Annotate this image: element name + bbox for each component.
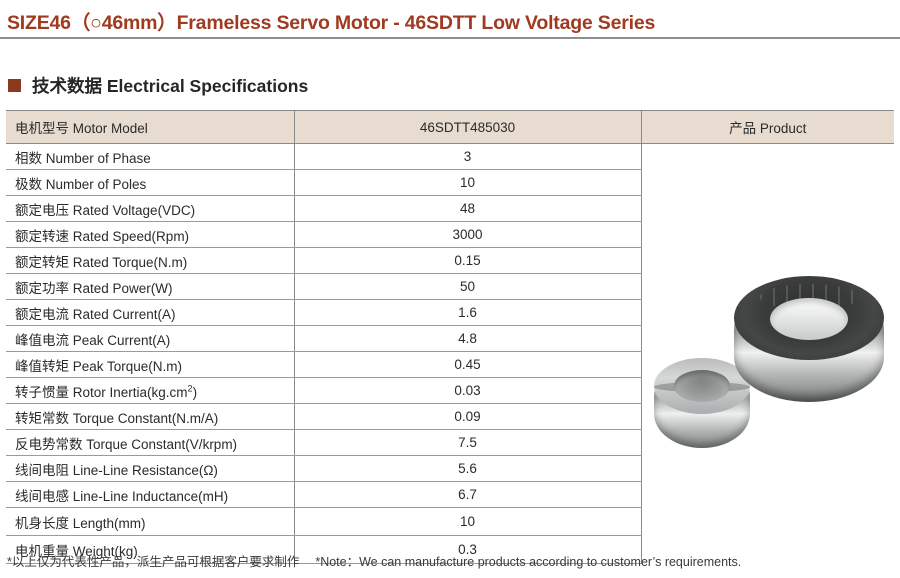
spec-label: 机身长度 Length(mm): [6, 507, 295, 536]
spec-value: 3000: [294, 221, 642, 248]
footnote-chinese: *以上仅为代表性产品，派生产品可根据客户要求制作: [7, 555, 300, 569]
spec-value: 5.6: [294, 455, 642, 482]
spec-label: 线间电感 Line-Line Inductance(mH): [6, 481, 295, 508]
spec-value: 1.6: [294, 299, 642, 326]
table-row: 电机重量 Weight(kg) 0.3: [6, 535, 894, 564]
header-motor-model: 电机型号 Motor Model: [6, 110, 295, 144]
title-divider: [0, 37, 900, 39]
spec-label: 额定转速 Rated Speed(Rpm): [6, 221, 295, 248]
table-row: 额定转矩 Rated Torque(N.m) 0.15: [6, 247, 894, 274]
footnote: *以上仅为代表性产品，派生产品可根据客户要求制作 *Note：We can ma…: [7, 551, 741, 570]
table-row: 峰值转矩 Peak Torque(N.m) 0.45: [6, 351, 894, 378]
spec-value: 0.45: [294, 351, 642, 378]
spec-label: 电机重量 Weight(kg): [6, 535, 295, 564]
table-row: 反电势常数 Torque Constant(V/krpm) 7.5: [6, 429, 894, 456]
table-row: 额定电流 Rated Current(A) 1.6: [6, 299, 894, 326]
stator-ring-bore: [769, 298, 848, 340]
spec-label: 极数 Number of Poles: [6, 169, 295, 196]
spec-label: 额定电压 Rated Voltage(VDC): [6, 195, 295, 222]
table-row: 机身长度 Length(mm) 10: [6, 507, 894, 536]
spec-value: 0.15: [294, 247, 642, 274]
table-row: 转子惯量 Rotor Inertia(kg.cm2) 0.03: [6, 377, 894, 404]
superscript-two: 2: [187, 383, 193, 393]
spec-value: 0.09: [294, 403, 642, 430]
spec-value: 0.03: [294, 377, 642, 404]
table-row: 极数 Number of Poles 10: [6, 169, 894, 196]
header-product: 产品 Product: [641, 110, 894, 144]
spec-value: 10: [294, 169, 642, 196]
spec-value: 4.8: [294, 325, 642, 352]
spec-label: 额定电流 Rated Current(A): [6, 299, 295, 326]
section-header: 技术数据 Electrical Specifications: [8, 73, 308, 98]
footnote-english: *Note：We can manufacture products accord…: [315, 555, 742, 569]
spec-value: 50: [294, 273, 642, 300]
rotor-ring-bore: [673, 370, 730, 402]
square-bullet-icon: [8, 79, 21, 92]
product-image-cell: [641, 144, 894, 564]
spec-label: 峰值转矩 Peak Torque(N.m): [6, 351, 295, 378]
spec-label: 转子惯量 Rotor Inertia(kg.cm2): [6, 377, 295, 404]
table-row: 峰值电流 Peak Current(A) 4.8: [6, 325, 894, 352]
spec-label: 转矩常数 Torque Constant(N.m/A): [6, 403, 295, 430]
table-row: 线间电感 Line-Line Inductance(mH) 6.7: [6, 481, 894, 508]
table-header-row: 电机型号 Motor Model 46SDTT485030 产品 Product: [6, 110, 894, 144]
spec-label: 额定转矩 Rated Torque(N.m): [6, 247, 295, 274]
table-row: 转矩常数 Torque Constant(N.m/A) 0.09: [6, 403, 894, 430]
section-title: 技术数据 Electrical Specifications: [32, 76, 309, 96]
spec-value: 6.7: [294, 481, 642, 508]
product-photo: [648, 266, 894, 498]
table-row: 线间电阻 Line-Line Resistance(Ω) 5.6: [6, 455, 894, 482]
page-title: SIZE46（○46mm）Frameless Servo Motor - 46S…: [7, 12, 656, 34]
spec-value: 0.3: [294, 535, 642, 564]
table-row: 额定功率 Rated Power(W) 50: [6, 273, 894, 300]
spec-value: 48: [294, 195, 642, 222]
spec-label: 相数 Number of Phase: [6, 143, 295, 170]
spec-label: 线间电阻 Line-Line Resistance(Ω): [6, 455, 295, 482]
header-model-number: 46SDTT485030: [294, 110, 642, 144]
spec-label: 反电势常数 Torque Constant(V/krpm): [6, 429, 295, 456]
table-row: 额定转速 Rated Speed(Rpm) 3000: [6, 221, 894, 248]
spec-value: 7.5: [294, 429, 642, 456]
spec-value: 3: [294, 143, 642, 170]
spec-label: 峰值电流 Peak Current(A): [6, 325, 295, 352]
electrical-specifications-table: 电机型号 Motor Model 46SDTT485030 产品 Product…: [6, 110, 894, 564]
table-row: 相数 Number of Phase 3: [6, 143, 894, 448]
spec-value: 10: [294, 507, 642, 536]
spec-label: 额定功率 Rated Power(W): [6, 273, 295, 300]
table-row: 额定电压 Rated Voltage(VDC) 48: [6, 195, 894, 222]
